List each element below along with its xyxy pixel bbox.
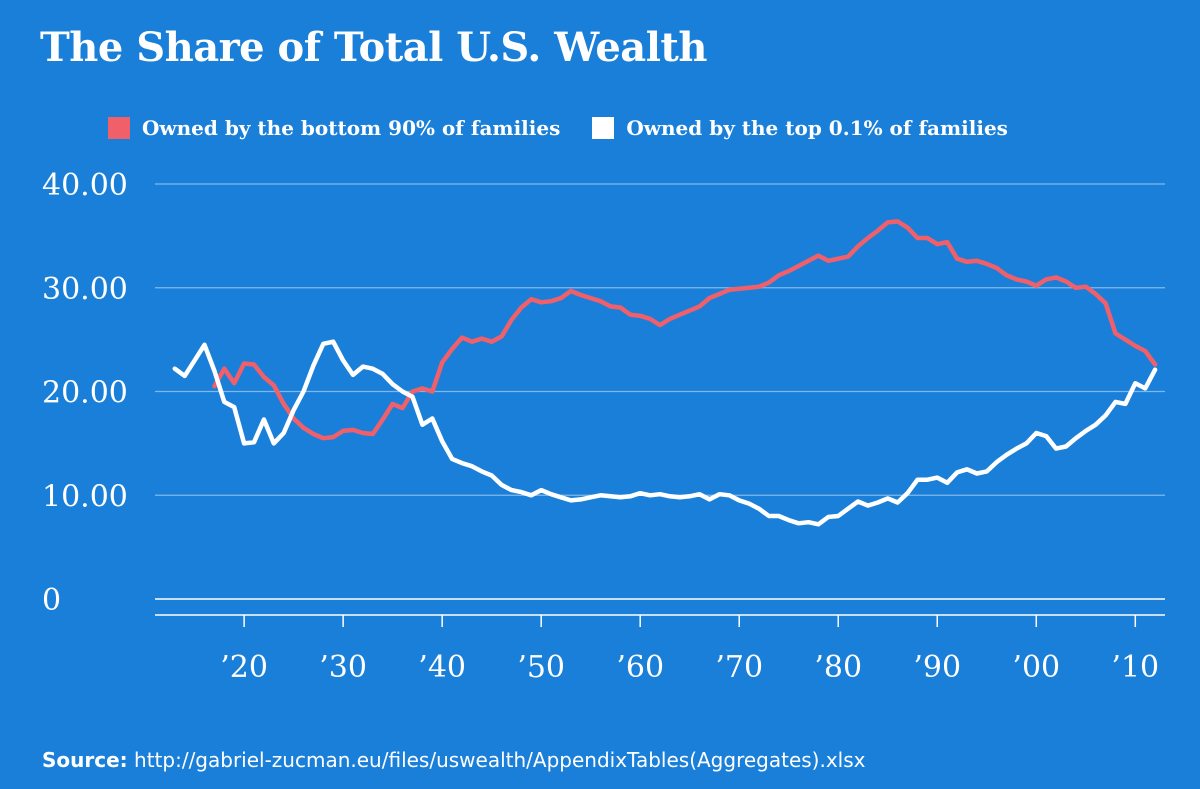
x-tick-label: ’10: [1111, 650, 1159, 685]
series-line-bottom-90: [212, 219, 1158, 441]
x-tick-label: ’30: [319, 650, 367, 685]
y-tick-label: 0: [42, 583, 61, 618]
source-url: http://gabriel-zucman.eu/files/uswealth/…: [134, 748, 866, 772]
y-tick-label: 10.00: [42, 479, 128, 514]
legend-item-bottom-90: Owned by the bottom 90% of families: [108, 116, 560, 140]
legend-item-top-0-1: Owned by the top 0.1% of families: [592, 116, 1008, 140]
x-tick-label: ’80: [814, 650, 862, 685]
source-note: Source: http://gabriel-zucman.eu/files/u…: [42, 748, 865, 772]
x-tick-label: ’40: [418, 650, 466, 685]
y-tick-label: 40.00: [42, 168, 128, 203]
legend-label-bottom-90: Owned by the bottom 90% of families: [142, 116, 561, 140]
y-tick-label: 20.00: [42, 376, 128, 411]
y-tick-label: 30.00: [42, 272, 128, 307]
x-tick-label: ’00: [1012, 650, 1060, 685]
legend-swatch-top-0-1: [592, 117, 615, 139]
legend-swatch-bottom-90: [108, 117, 130, 139]
x-tick-label: ’70: [715, 650, 763, 685]
source-label: Source:: [42, 748, 128, 772]
x-tick-label: ’20: [220, 650, 268, 685]
legend: Owned by the bottom 90% of families Owne…: [108, 116, 1040, 140]
series-line-top-0-1: [172, 339, 1158, 527]
legend-label-top-0-1: Owned by the top 0.1% of families: [626, 116, 1008, 140]
x-tick-label: ’60: [616, 650, 664, 685]
x-tick-label: ’50: [517, 650, 565, 685]
chart-title: The Share of Total U.S. Wealth: [40, 24, 707, 71]
x-tick-label: ’90: [913, 650, 961, 685]
